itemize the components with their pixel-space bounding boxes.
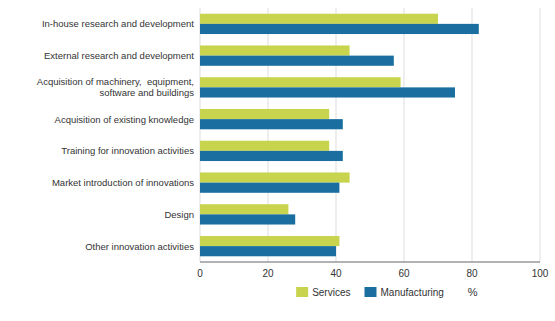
tick-label: 0: [197, 268, 203, 279]
bar: [200, 14, 438, 24]
category-label-line: Training for innovation activities: [61, 145, 194, 156]
bar: [200, 119, 343, 129]
category-label-line: Other innovation activities: [85, 241, 194, 252]
tick-label: 100: [532, 268, 549, 279]
category-label-line: Acquisition of existing knowledge: [55, 114, 194, 125]
x-axis-line: [200, 262, 540, 263]
category-label: In-house research and development: [42, 18, 194, 29]
bar: [200, 77, 401, 87]
category-label-line: Market introduction of innovations: [52, 177, 194, 188]
category-label: Training for innovation activities: [61, 145, 194, 156]
legend-swatch: [364, 287, 376, 297]
legend-label: Services: [312, 287, 350, 298]
x-axis-label: %: [468, 286, 478, 298]
bar: [200, 87, 455, 97]
category-label: Acquisition of existing knowledge: [55, 114, 194, 125]
grid: [200, 8, 540, 262]
bar: [200, 214, 295, 224]
category-label-line: software and buildings: [99, 87, 194, 98]
bar: [200, 151, 343, 161]
bar: [200, 56, 394, 66]
category-label-line: In-house research and development: [42, 18, 194, 29]
bar: [200, 183, 339, 193]
bar: [200, 204, 288, 214]
tick-label: 20: [262, 268, 274, 279]
tick-label: 60: [398, 268, 410, 279]
bar: [200, 172, 350, 182]
category-label: External research and development: [44, 50, 194, 61]
category-label-line: External research and development: [44, 50, 194, 61]
grid-line: [404, 8, 405, 262]
bar: [200, 246, 336, 256]
legend-label: Manufacturing: [380, 287, 443, 298]
category-label-line: Acquisition of machinery, equipment,: [37, 76, 194, 87]
tick-label: 80: [466, 268, 478, 279]
category-label-line: Design: [164, 209, 194, 220]
tick-label: 40: [330, 268, 342, 279]
bars: [200, 14, 479, 257]
legend: Services Manufacturing%: [296, 286, 478, 298]
bar: [200, 236, 339, 246]
legend-swatch: [296, 287, 308, 297]
grid-line: [540, 8, 541, 262]
bar: [200, 109, 329, 119]
bar: [200, 141, 329, 151]
category-label: Design: [164, 209, 194, 220]
bar: [200, 45, 350, 55]
chart: 0 20 40 60 80 100 In-house research and develo…: [0, 0, 555, 321]
bar: [200, 24, 479, 34]
category-label: Acquisition of machinery, equipment,soft…: [37, 76, 194, 98]
category-label: Other innovation activities: [85, 241, 194, 252]
grid-line: [472, 8, 473, 262]
category-label: Market introduction of innovations: [52, 177, 194, 188]
